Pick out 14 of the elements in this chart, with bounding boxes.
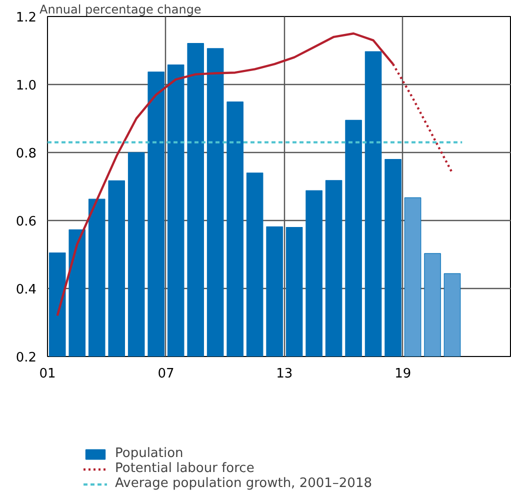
y-tick-label: 1.2 bbox=[16, 10, 37, 26]
y-tick-label: 0.4 bbox=[16, 282, 37, 298]
x-tick-label: 13 bbox=[276, 366, 293, 382]
x-tick-label: 01 bbox=[39, 366, 56, 382]
legend-label: Population bbox=[115, 446, 184, 461]
x-tick-label: 19 bbox=[394, 366, 412, 382]
y-tick-label: 0.2 bbox=[16, 350, 37, 366]
y-axis-title: Annual percentage change bbox=[40, 2, 202, 16]
y-tick-label: 1.0 bbox=[16, 78, 37, 94]
legend-label: Potential labour force bbox=[115, 461, 254, 476]
y-tick-label: 0.6 bbox=[16, 214, 37, 230]
y-tick-label: 0.8 bbox=[16, 146, 37, 162]
x-tick-label: 07 bbox=[158, 366, 174, 382]
legend-label: Average population growth, 2001–2018 bbox=[115, 476, 372, 491]
